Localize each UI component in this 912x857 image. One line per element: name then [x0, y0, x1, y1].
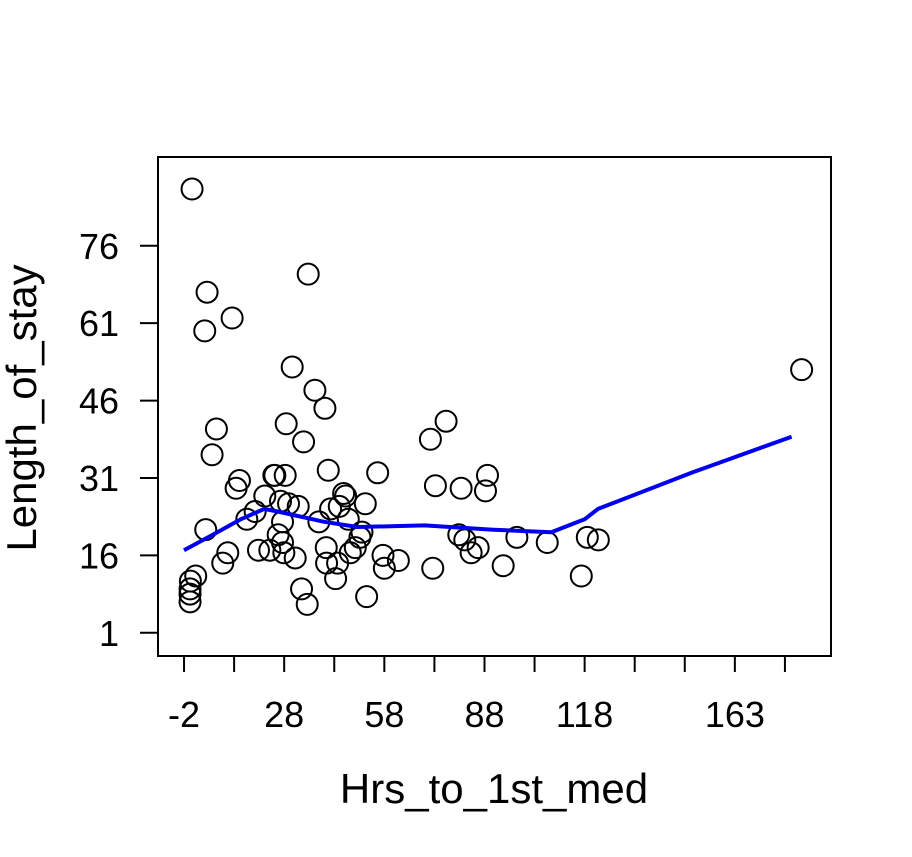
data-point — [184, 564, 208, 588]
data-point — [303, 378, 327, 402]
data-point — [366, 461, 390, 485]
y-tick-label: 16 — [79, 535, 119, 576]
data-point — [386, 549, 410, 573]
data-point — [272, 541, 296, 565]
data-point — [246, 538, 270, 562]
data-point — [324, 567, 348, 591]
data-point — [274, 412, 298, 436]
data-point — [466, 536, 490, 560]
data-point — [459, 541, 483, 565]
data-point — [473, 479, 497, 503]
data-point — [334, 484, 358, 508]
data-point — [423, 474, 447, 498]
data-point — [204, 417, 228, 441]
data-point — [319, 497, 343, 521]
data-point — [178, 569, 202, 593]
y-axis: 1 16 31 46 61 76 — [79, 226, 159, 654]
data-point — [263, 463, 287, 487]
data-points — [178, 177, 814, 616]
data-point — [350, 520, 374, 544]
trend-line-layer — [183, 434, 793, 552]
data-point — [434, 409, 458, 433]
data-point — [586, 528, 610, 552]
y-tick-label: 76 — [79, 226, 119, 267]
data-point — [316, 458, 340, 482]
data-point — [235, 507, 259, 531]
data-point — [790, 358, 814, 382]
data-point — [447, 523, 471, 547]
data-point — [253, 484, 277, 508]
data-point — [421, 556, 445, 580]
data-point — [372, 556, 396, 580]
data-point — [449, 476, 473, 500]
data-point — [193, 319, 217, 343]
y-tick-label: 31 — [79, 458, 119, 499]
y-tick-label: 1 — [99, 613, 119, 654]
data-point — [273, 463, 297, 487]
data-point — [290, 577, 314, 601]
y-tick-label: 61 — [79, 303, 119, 344]
data-point — [195, 280, 219, 304]
data-point — [216, 541, 240, 565]
y-axis-title: Length_of_stay — [0, 264, 45, 551]
data-point — [295, 592, 319, 616]
data-point — [505, 525, 529, 549]
data-point — [575, 525, 599, 549]
x-axis-title: Hrs_to_1st_med — [340, 765, 648, 812]
data-point — [569, 564, 593, 588]
x-tick-label: 163 — [705, 694, 765, 735]
data-point — [371, 543, 395, 567]
x-tick-label: 118 — [556, 694, 613, 735]
x-tick-label: -2 — [168, 694, 200, 735]
trend-line — [183, 434, 793, 552]
x-tick-label: 88 — [464, 694, 504, 735]
data-point — [336, 507, 360, 531]
data-point — [220, 306, 244, 330]
x-tick-label: 28 — [264, 694, 304, 735]
data-point — [280, 355, 304, 379]
data-point — [178, 582, 202, 606]
data-point — [355, 585, 379, 609]
data-point — [296, 262, 320, 286]
data-point — [353, 492, 377, 516]
data-point — [343, 536, 367, 560]
data-point — [178, 577, 202, 601]
data-point — [314, 536, 338, 560]
x-axis: -2 28 58 88 118 163 — [168, 655, 786, 735]
data-point — [227, 469, 251, 493]
data-point — [292, 430, 316, 454]
x-tick-label: 58 — [364, 694, 404, 735]
data-point — [211, 551, 235, 575]
data-point — [200, 443, 224, 467]
y-tick-label: 46 — [79, 381, 119, 422]
data-point — [313, 396, 337, 420]
data-point — [491, 554, 515, 578]
data-point — [180, 177, 204, 201]
data-point — [283, 546, 307, 570]
data-point — [332, 481, 356, 505]
data-point — [418, 427, 442, 451]
data-point — [475, 463, 499, 487]
